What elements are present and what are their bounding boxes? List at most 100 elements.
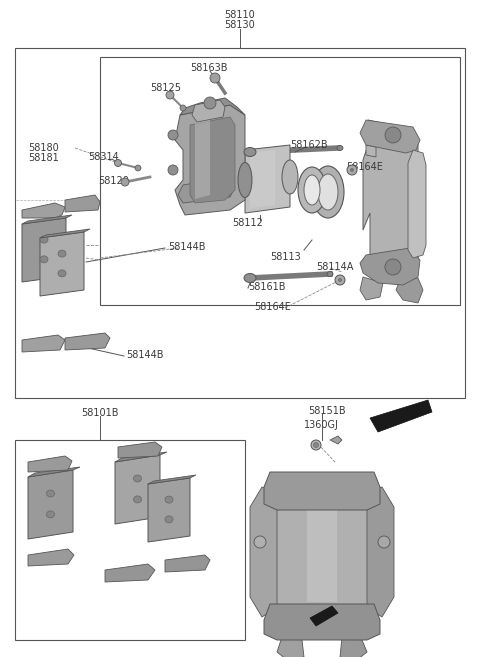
Circle shape <box>254 536 266 548</box>
Ellipse shape <box>282 160 298 194</box>
Polygon shape <box>105 564 155 582</box>
Text: 58113: 58113 <box>270 252 301 262</box>
Polygon shape <box>40 229 90 238</box>
Ellipse shape <box>238 162 252 198</box>
Polygon shape <box>360 248 420 285</box>
Text: 58164E: 58164E <box>346 162 383 172</box>
Text: 58161B: 58161B <box>248 282 286 292</box>
Polygon shape <box>40 232 84 296</box>
Text: 1360GJ: 1360GJ <box>304 420 339 430</box>
Ellipse shape <box>298 167 326 213</box>
Text: 58163B: 58163B <box>190 63 228 73</box>
Polygon shape <box>330 436 342 444</box>
Polygon shape <box>264 604 380 640</box>
Text: 58114A: 58114A <box>316 262 353 272</box>
Polygon shape <box>28 549 74 566</box>
Text: 58314: 58314 <box>88 152 119 162</box>
Polygon shape <box>310 606 338 626</box>
Polygon shape <box>340 637 367 657</box>
Text: 58144B: 58144B <box>126 350 164 360</box>
Polygon shape <box>366 145 376 157</box>
Polygon shape <box>28 456 72 472</box>
Text: 58180: 58180 <box>28 143 59 153</box>
Circle shape <box>338 278 342 282</box>
Circle shape <box>168 165 178 175</box>
Ellipse shape <box>47 490 55 497</box>
Circle shape <box>210 73 220 83</box>
Polygon shape <box>277 637 304 657</box>
Text: 58144B: 58144B <box>168 242 205 252</box>
Circle shape <box>347 165 357 175</box>
Circle shape <box>115 160 121 166</box>
Circle shape <box>385 259 401 275</box>
Text: 58112: 58112 <box>232 218 263 228</box>
Ellipse shape <box>318 174 338 210</box>
Ellipse shape <box>58 270 66 277</box>
Polygon shape <box>367 487 394 617</box>
Ellipse shape <box>327 271 333 277</box>
Polygon shape <box>148 478 190 542</box>
Polygon shape <box>180 98 245 115</box>
Polygon shape <box>363 120 418 280</box>
Ellipse shape <box>40 256 48 263</box>
Ellipse shape <box>165 516 173 523</box>
Polygon shape <box>28 467 80 477</box>
Polygon shape <box>28 470 73 539</box>
Polygon shape <box>360 120 420 153</box>
Polygon shape <box>192 100 225 122</box>
Circle shape <box>168 130 178 140</box>
Text: 58120: 58120 <box>98 176 129 186</box>
Text: 58130: 58130 <box>225 20 255 30</box>
Text: FR.: FR. <box>287 606 310 620</box>
Polygon shape <box>65 333 110 350</box>
Ellipse shape <box>133 496 142 503</box>
Circle shape <box>121 178 129 186</box>
Ellipse shape <box>244 273 256 283</box>
Text: 58151B: 58151B <box>308 406 346 416</box>
Polygon shape <box>396 278 423 303</box>
Text: 58162B: 58162B <box>290 140 328 150</box>
Circle shape <box>135 165 141 171</box>
Circle shape <box>335 275 345 285</box>
Ellipse shape <box>337 145 343 150</box>
Bar <box>15 440 245 640</box>
Polygon shape <box>22 335 65 352</box>
Polygon shape <box>115 452 167 462</box>
Polygon shape <box>165 555 210 572</box>
Ellipse shape <box>244 148 256 156</box>
Ellipse shape <box>165 496 173 503</box>
Circle shape <box>313 443 319 447</box>
Circle shape <box>180 105 186 111</box>
Bar <box>15 48 465 398</box>
Circle shape <box>311 440 321 450</box>
Circle shape <box>385 127 401 143</box>
Polygon shape <box>408 150 426 258</box>
FancyBboxPatch shape <box>273 488 369 611</box>
Polygon shape <box>178 177 235 203</box>
Ellipse shape <box>133 475 142 482</box>
Polygon shape <box>22 203 65 218</box>
Text: 58181: 58181 <box>28 153 59 163</box>
Ellipse shape <box>312 166 344 218</box>
Ellipse shape <box>47 511 55 518</box>
Polygon shape <box>175 105 245 215</box>
Polygon shape <box>250 150 275 208</box>
Polygon shape <box>195 119 210 199</box>
Circle shape <box>204 97 216 109</box>
Polygon shape <box>65 195 100 212</box>
Polygon shape <box>250 487 277 617</box>
Text: 58164E: 58164E <box>254 302 291 312</box>
Circle shape <box>350 168 354 172</box>
Polygon shape <box>307 497 337 602</box>
Text: 58101B: 58101B <box>81 408 119 418</box>
Ellipse shape <box>40 236 48 243</box>
Text: 58125: 58125 <box>150 83 181 93</box>
Polygon shape <box>360 277 383 300</box>
Text: 58110: 58110 <box>225 10 255 20</box>
Circle shape <box>166 91 174 99</box>
Polygon shape <box>115 455 160 524</box>
Circle shape <box>378 536 390 548</box>
Ellipse shape <box>58 250 66 257</box>
Polygon shape <box>148 475 196 484</box>
Polygon shape <box>22 218 66 282</box>
